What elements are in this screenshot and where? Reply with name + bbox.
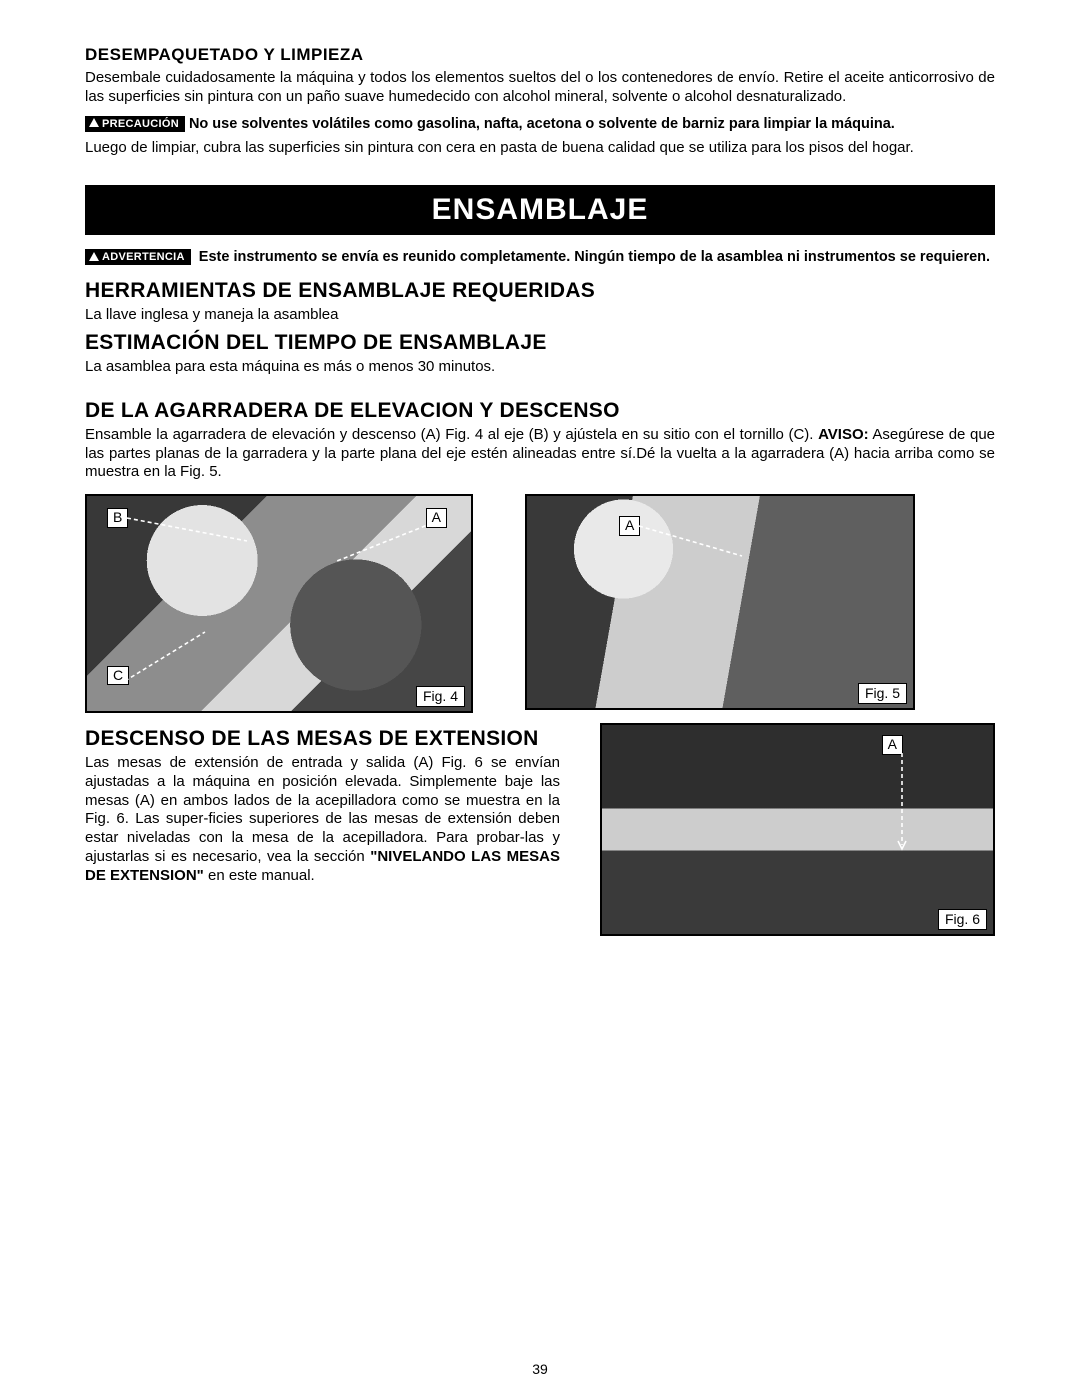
fig6-caption: Fig. 6 (938, 909, 987, 930)
fig6-callout-a: A (882, 735, 903, 755)
extension-text: Las mesas de extensión de entrada y sali… (85, 754, 560, 885)
fig4-callout-a: A (426, 508, 447, 528)
advertencia-text: Este instrumento se envía es reunido com… (199, 249, 990, 265)
handle-title: DE LA AGARRADERA DE ELEVACION Y DESCENSO (85, 399, 995, 423)
advertencia-badge-label: ADVERTENCIA (102, 251, 185, 263)
fig4-callout-b: B (107, 508, 128, 528)
assembly-band: ENSAMBLAJE (85, 185, 995, 235)
fig5-callout-a: A (619, 516, 640, 536)
page-number: 39 (0, 1361, 1080, 1377)
extension-title: DESCENSO DE LAS MESAS DE EXTENSION (85, 727, 560, 751)
figure-6-photo (602, 725, 993, 934)
unpacking-para2: Luego de limpiar, cubra las superficies … (85, 139, 995, 158)
unpacking-para1: Desembale cuidadosamente la máquina y to… (85, 69, 995, 107)
caution-row: PRECAUCIÓN No use solventes volátiles co… (85, 115, 995, 133)
warning-triangle-icon (89, 252, 99, 261)
advertencia-line: ADVERTENCIA Este instrumento se envía es… (85, 249, 995, 265)
warning-triangle-icon (89, 118, 99, 127)
fig4-caption: Fig. 4 (416, 686, 465, 707)
handle-text-pre: Ensamble la agarradera de elevación y de… (85, 426, 818, 443)
figure-5: A Fig. 5 (525, 494, 915, 710)
figure-4: B A C Fig. 4 (85, 494, 473, 713)
tools-text: La llave inglesa y maneja la asamblea (85, 306, 995, 325)
aviso-label: AVISO: (818, 426, 869, 443)
fig5-caption: Fig. 5 (858, 683, 907, 704)
advertencia-badge: ADVERTENCIA (85, 249, 191, 265)
unpacking-title: DESEMPAQUETADO Y LIMPIEZA (85, 45, 995, 65)
time-text: La asamblea para esta máquina es más o m… (85, 358, 995, 377)
figure-5-photo (527, 496, 913, 708)
caution-text: No use solventes volátiles como gasolina… (189, 115, 995, 133)
figure-6: A Fig. 6 (600, 723, 995, 936)
caution-badge-label: PRECAUCIÓN (102, 118, 179, 130)
tools-title: HERRAMIENTAS DE ENSAMBLAJE REQUERIDAS (85, 279, 995, 303)
extension-text-post: en este manual. (204, 867, 315, 884)
caution-badge: PRECAUCIÓN (85, 116, 185, 132)
time-title: ESTIMACIÓN DEL TIEMPO DE ENSAMBLAJE (85, 331, 995, 355)
handle-text: Ensamble la agarradera de elevación y de… (85, 426, 995, 482)
figures-row-1: B A C Fig. 4 A Fig. 5 (85, 494, 995, 713)
extension-row: DESCENSO DE LAS MESAS DE EXTENSION Las m… (85, 723, 995, 936)
figure-4-photo (87, 496, 471, 711)
fig4-callout-c: C (107, 666, 129, 686)
